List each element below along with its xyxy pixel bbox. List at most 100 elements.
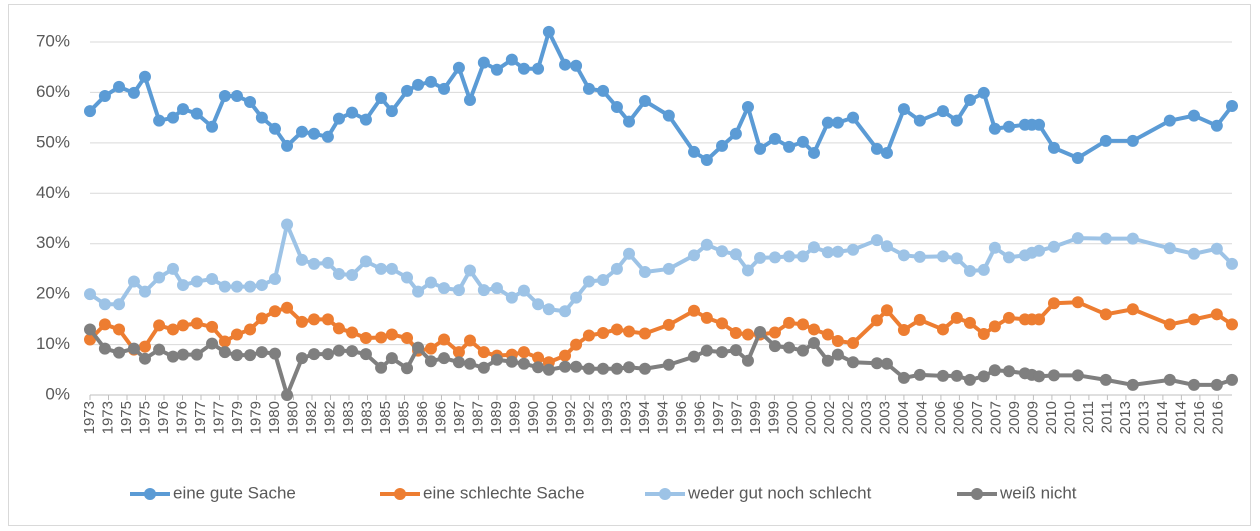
data-point [700, 238, 713, 251]
data-point [716, 317, 729, 330]
data-point [84, 105, 96, 118]
data-point [321, 313, 334, 326]
data-point [244, 323, 257, 336]
data-point [977, 86, 990, 99]
data-point [623, 361, 636, 374]
data-point [623, 247, 636, 260]
data-point [1226, 257, 1238, 270]
data-point [897, 249, 910, 262]
x-tick-label: 2014 [1172, 401, 1189, 434]
data-point [559, 360, 572, 373]
data-point [700, 344, 713, 357]
x-tick-label: 2010 [1061, 401, 1078, 434]
data-point [688, 145, 701, 158]
data-point [1071, 296, 1084, 309]
data-point [741, 354, 754, 367]
data-point [582, 82, 595, 95]
data-point [424, 75, 437, 88]
data-point [729, 326, 742, 339]
data-point [542, 303, 555, 316]
data-point [897, 323, 910, 336]
data-point [385, 328, 398, 341]
data-point [1126, 134, 1139, 147]
data-point [950, 369, 963, 382]
x-tick-label: 1973 [81, 401, 98, 434]
data-point [138, 285, 151, 298]
x-tick-label: 1987 [451, 401, 468, 434]
data-point [783, 316, 796, 329]
data-point [517, 284, 530, 297]
data-point [438, 82, 451, 95]
data-point [597, 274, 610, 287]
legend-label: eine schlechte Sache [423, 483, 585, 502]
data-point [177, 279, 190, 292]
data-point [532, 361, 545, 374]
x-tick-label: 2011 [1098, 401, 1115, 433]
data-point [1210, 378, 1223, 391]
x-tick-label: 1985 [377, 401, 394, 434]
data-point [870, 142, 883, 155]
data-point [346, 326, 359, 339]
data-point [206, 120, 219, 133]
data-point [359, 113, 372, 126]
data-point [768, 251, 781, 264]
data-point [716, 245, 729, 258]
data-point [623, 325, 636, 338]
data-point [783, 341, 796, 354]
data-point [281, 218, 294, 231]
data-point [1033, 370, 1046, 383]
data-point [950, 311, 963, 324]
y-tick-label: 0% [45, 384, 70, 403]
data-point [638, 265, 651, 278]
data-point [517, 346, 530, 359]
data-point [385, 105, 398, 118]
data-point [244, 349, 257, 362]
data-point [308, 127, 321, 140]
data-point [532, 298, 545, 311]
data-point [913, 114, 926, 127]
data-point [821, 328, 834, 341]
data-point [295, 253, 308, 266]
data-point [268, 347, 281, 360]
data-point [230, 280, 243, 293]
data-point [517, 62, 530, 75]
data-point [831, 335, 844, 348]
data-point [821, 246, 834, 259]
data-point [582, 329, 595, 342]
x-tick-label: 1997 [728, 401, 745, 434]
data-point [783, 140, 796, 153]
data-point [897, 371, 910, 384]
data-point [570, 291, 583, 304]
data-point [1163, 373, 1176, 386]
x-tick-label: 2011 [1080, 401, 1097, 433]
data-point [1210, 242, 1223, 255]
data-point [412, 341, 425, 354]
data-point [988, 241, 1001, 254]
x-tick-label: 2006 [932, 401, 949, 434]
data-point [218, 335, 231, 348]
data-point [936, 369, 949, 382]
data-point [638, 95, 651, 108]
data-point [638, 327, 651, 340]
data-point [153, 319, 166, 332]
data-point [950, 252, 963, 265]
x-tick-label: 1982 [321, 401, 338, 434]
x-tick-label: 2000 [802, 401, 819, 434]
data-point [98, 318, 111, 331]
data-point [490, 63, 503, 76]
x-tick-label: 2002 [839, 401, 856, 434]
data-point [424, 342, 437, 355]
data-point [870, 314, 883, 327]
data-point [532, 351, 545, 364]
data-point [1187, 247, 1200, 260]
data-point [662, 109, 675, 122]
data-point [268, 122, 281, 135]
data-point [438, 352, 451, 365]
data-point [880, 146, 893, 159]
data-point [359, 348, 372, 361]
x-tick-label: 1985 [395, 401, 412, 434]
data-point [385, 352, 398, 365]
data-point [332, 112, 345, 125]
data-point [359, 255, 372, 268]
data-point [559, 305, 572, 318]
